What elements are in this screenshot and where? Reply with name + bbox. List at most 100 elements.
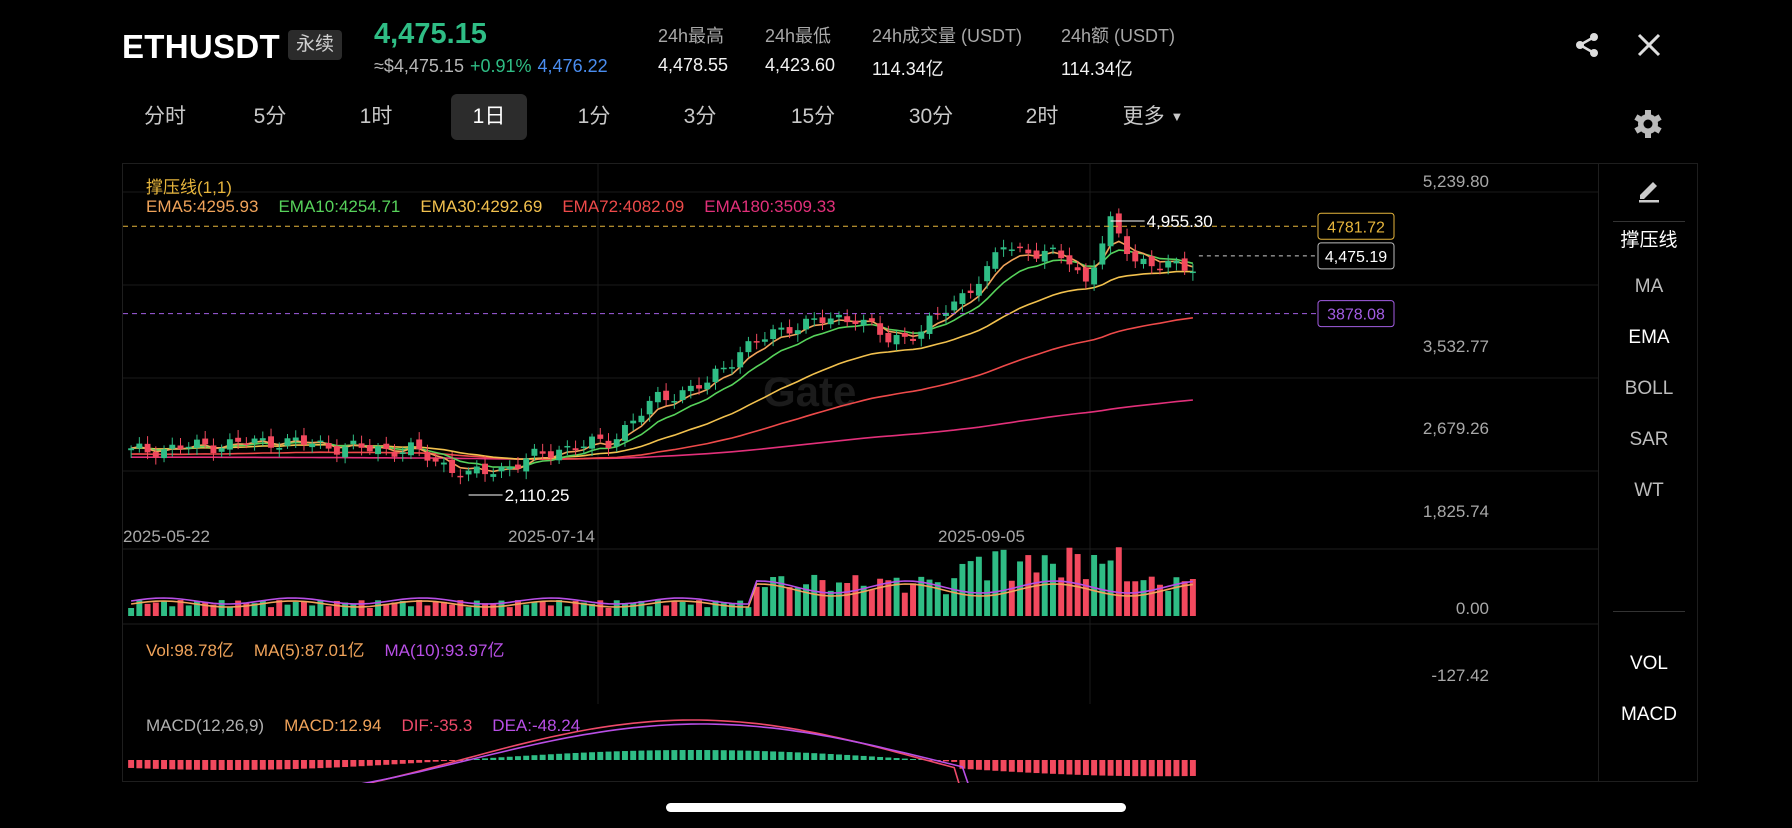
candle: [202, 438, 209, 445]
symbol-title[interactable]: ETHUSDT: [122, 28, 280, 65]
volume-bar: [1132, 581, 1139, 616]
macd-histogram-bar: [597, 751, 604, 760]
tab-3m[interactable]: 3分: [683, 105, 717, 128]
side-item-boll[interactable]: BOLL: [1624, 378, 1674, 399]
volume-bar: [1140, 580, 1147, 616]
candle: [128, 448, 135, 451]
candle: [1099, 243, 1106, 265]
share-icon[interactable]: [1570, 28, 1604, 62]
volume-bar: [202, 601, 209, 616]
chart-canvas[interactable]: Gate4781.723878.084,475.194,955.302,110.…: [123, 164, 1599, 783]
stat-24h-low: 24h最低 4,423.60: [765, 22, 835, 76]
candle: [1165, 260, 1172, 268]
macd-histogram-bar: [498, 757, 505, 760]
candle: [498, 466, 505, 472]
side-item-ema[interactable]: EMA: [1628, 327, 1670, 348]
candle: [226, 439, 233, 450]
tab-more[interactable]: 更多 ▼: [1108, 94, 1198, 140]
volume-bar: [432, 601, 439, 616]
stat-value: 114.34亿: [1061, 59, 1133, 79]
macd-histogram-bar: [523, 755, 530, 760]
pencil-icon[interactable]: [1599, 175, 1699, 209]
candle: [621, 425, 628, 441]
macd-histogram-bar: [218, 760, 225, 770]
tab-1d[interactable]: 1日: [451, 94, 527, 140]
volume-bar: [696, 600, 703, 616]
volume-bar: [317, 600, 324, 616]
volume-bar: [465, 607, 472, 616]
macd-histogram-bar: [358, 760, 365, 767]
stat-24h-turnover: 24h额 (USDT) 114.34亿: [1061, 22, 1175, 81]
macd-histogram-bar: [761, 751, 768, 760]
candle: [778, 327, 785, 330]
volume-bar: [358, 600, 365, 616]
candle: [449, 459, 456, 473]
stat-24h-high: 24h最高 4,478.55: [658, 22, 728, 76]
candle: [1025, 249, 1032, 254]
side-item-macd[interactable]: MACD: [1621, 704, 1677, 725]
candle: [720, 367, 727, 370]
macd-histogram-bar: [391, 760, 398, 765]
side-item-ma[interactable]: MA: [1634, 276, 1664, 297]
volume-bar: [193, 601, 200, 616]
macd-histogram-bar: [1156, 760, 1163, 777]
candle: [1156, 268, 1163, 271]
candle: [597, 434, 604, 439]
volume-bar: [375, 600, 382, 616]
macd-histogram-bar: [835, 754, 842, 760]
tab-timeline[interactable]: 分时: [144, 105, 186, 128]
side-item-wt[interactable]: WT: [1634, 480, 1664, 501]
close-icon[interactable]: [1632, 28, 1666, 62]
candle: [975, 283, 982, 296]
tab-2h[interactable]: 2时: [1025, 105, 1059, 128]
macd-histogram-bar: [770, 751, 777, 760]
vol-ma5-line: [130, 583, 1194, 608]
macd-histogram-bar: [276, 760, 283, 770]
volume-bar: [251, 603, 258, 616]
volume-bar: [910, 583, 917, 616]
volume-bar: [300, 601, 307, 616]
tab-1m[interactable]: 1分: [577, 105, 611, 128]
tab-15m[interactable]: 15分: [790, 105, 836, 128]
dea-line: [361, 723, 969, 783]
gear-icon[interactable]: [1630, 106, 1666, 142]
volume-bar: [333, 600, 340, 616]
tab-5m[interactable]: 5分: [253, 105, 287, 128]
macd-histogram-bar: [177, 760, 184, 770]
volume-bar: [440, 601, 447, 616]
candle: [786, 327, 793, 334]
side-item-sar[interactable]: SAR: [1629, 429, 1669, 450]
candle: [1049, 247, 1056, 250]
mark-price: 4,476.22: [537, 56, 608, 76]
ema180-legend: EMA180:3509.33: [704, 197, 836, 216]
macd-histogram-bar: [720, 750, 727, 760]
side-item-support-resistance[interactable]: 撑压线: [1620, 230, 1678, 251]
candle: [177, 445, 184, 450]
tab-30m[interactable]: 30分: [908, 105, 954, 128]
macd-histogram-bar: [161, 760, 168, 770]
volume-bar: [1049, 563, 1056, 616]
candle: [745, 341, 752, 353]
macd-legend: MACD(12,26,9) MACD:12.94 DIF:-35.3 DEA:-48.…: [146, 716, 600, 736]
y-tick-label: 1,825.74: [1423, 502, 1489, 521]
macd-histogram-bar: [407, 760, 414, 764]
macd-histogram-bar: [696, 750, 703, 760]
macd-value-legend: MACD:12.94: [284, 716, 382, 735]
indicator-side-menu: 撑压线 MA EMA BOLL SAR WT VOL MACD: [1598, 163, 1698, 782]
x-tick-label: 2025-07-14: [508, 527, 595, 546]
macd-histogram-bar: [786, 752, 793, 760]
side-item-vol[interactable]: VOL: [1629, 653, 1669, 674]
candle: [663, 390, 670, 401]
volume-bar: [1173, 577, 1180, 616]
volume-bar: [728, 603, 735, 616]
candle: [473, 466, 480, 474]
candle: [630, 420, 637, 424]
volume-bar: [1189, 579, 1196, 616]
tab-1h[interactable]: 1时: [359, 105, 393, 128]
stat-label: 24h最高: [658, 26, 725, 46]
volume-bar: [342, 602, 349, 616]
candle: [482, 463, 489, 475]
volume-bar: [720, 603, 727, 616]
volume-bar: [745, 607, 752, 616]
kline-chart[interactable]: Gate 4781.72 3878.08 4,475.19 4,955.30 2,110.…: [122, 163, 1698, 783]
